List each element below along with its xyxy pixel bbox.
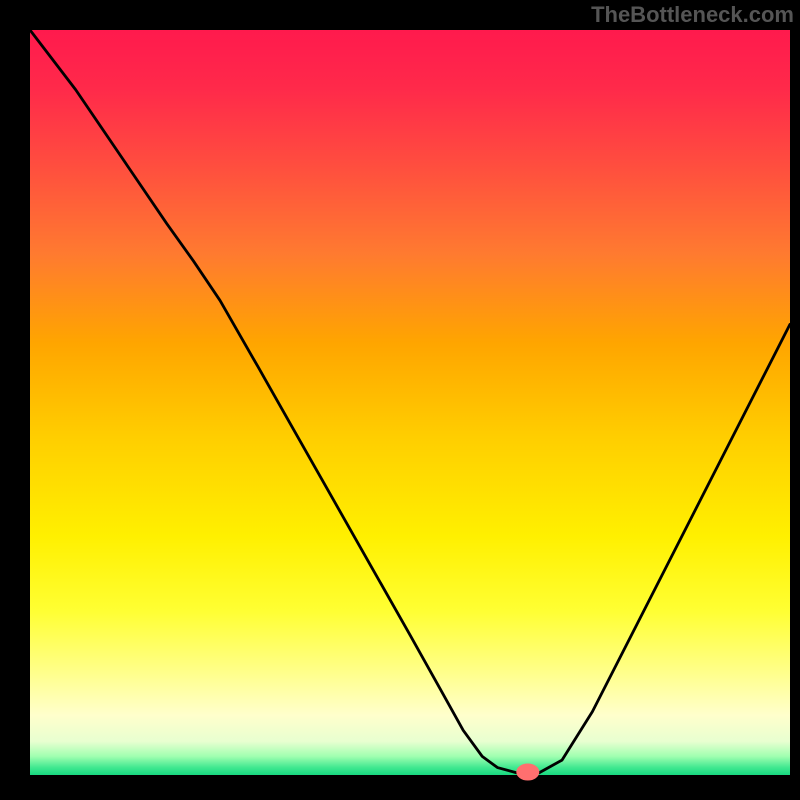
watermark-text: TheBottleneck.com <box>591 2 794 28</box>
chart-svg <box>0 0 800 800</box>
bottleneck-chart: TheBottleneck.com <box>0 0 800 800</box>
